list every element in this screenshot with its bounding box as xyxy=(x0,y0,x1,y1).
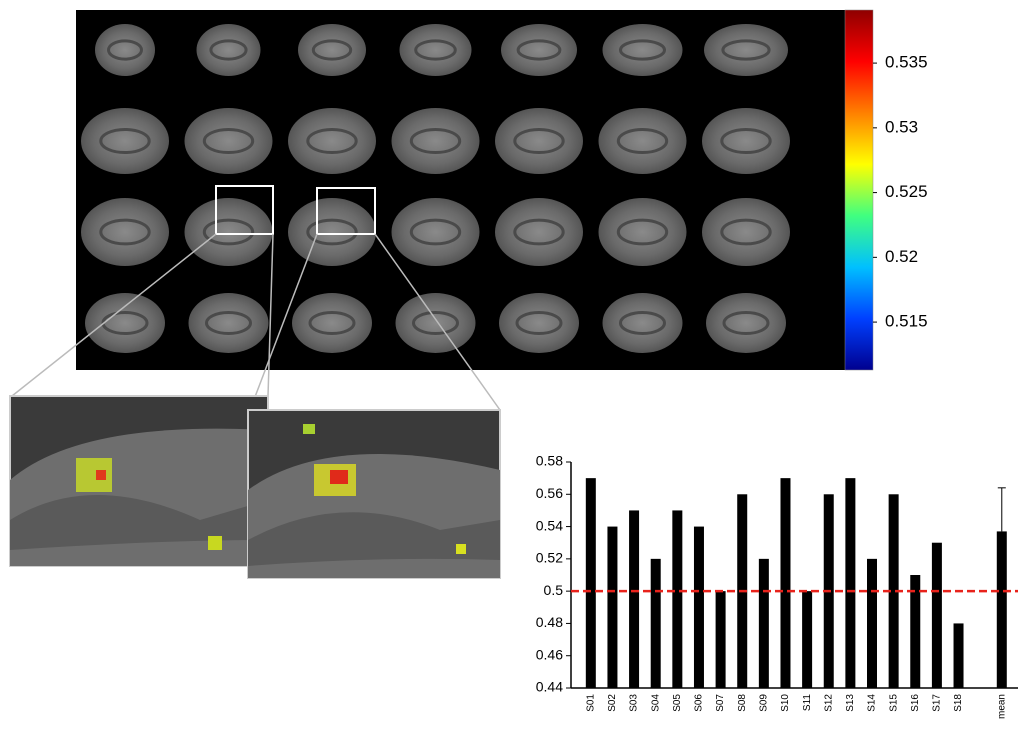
bar xyxy=(932,543,942,688)
x-tick-label: S10 xyxy=(780,694,791,712)
bar xyxy=(716,591,726,688)
bar xyxy=(802,591,812,688)
x-tick-label: S05 xyxy=(672,694,683,712)
y-tick-label: 0.48 xyxy=(536,614,563,630)
bar xyxy=(867,559,877,688)
brain-slice xyxy=(501,24,577,76)
brain-slice xyxy=(81,108,169,174)
brain-slice xyxy=(396,293,476,353)
bar xyxy=(997,531,1007,688)
brain-slice xyxy=(704,24,788,76)
zoom-inset xyxy=(248,410,500,578)
x-tick-label: S09 xyxy=(758,694,769,712)
brain-slice xyxy=(702,198,790,266)
x-tick-label: S16 xyxy=(910,694,921,712)
colorbar-tick-label: 0.53 xyxy=(885,117,918,136)
y-tick-label: 0.52 xyxy=(536,550,563,566)
brain-slice xyxy=(197,24,261,76)
colorbar xyxy=(845,10,873,370)
y-tick-label: 0.54 xyxy=(536,517,563,533)
colorbar-tick-label: 0.535 xyxy=(885,53,928,72)
y-tick-label: 0.58 xyxy=(536,453,563,469)
brain-slice xyxy=(95,24,155,76)
x-tick-label: S02 xyxy=(607,694,618,712)
brain-slice xyxy=(400,24,472,76)
bar xyxy=(780,478,790,688)
brain-slice xyxy=(603,24,683,76)
y-tick-label: 0.46 xyxy=(536,646,563,662)
x-tick-label: S17 xyxy=(932,694,943,712)
bar xyxy=(759,559,769,688)
x-tick-label: S15 xyxy=(888,694,899,712)
x-tick-label: S01 xyxy=(585,694,596,712)
bar xyxy=(629,510,639,688)
brain-slice xyxy=(706,293,786,353)
x-tick-label: S13 xyxy=(845,694,856,712)
x-tick-label: S04 xyxy=(650,694,661,712)
bar xyxy=(694,527,704,688)
brain-slice xyxy=(392,198,480,266)
brain-slice xyxy=(185,198,273,266)
colorbar-tick-label: 0.515 xyxy=(885,312,928,331)
x-tick-label: S14 xyxy=(867,694,878,712)
y-tick-label: 0.5 xyxy=(544,582,564,598)
brain-slice xyxy=(495,198,583,266)
brain-slice xyxy=(288,108,376,174)
brain-slice xyxy=(599,108,687,174)
brain-slice xyxy=(292,293,372,353)
x-tick-label: S08 xyxy=(737,694,748,712)
colorbar-tick-label: 0.525 xyxy=(885,182,928,201)
brain-slice xyxy=(702,108,790,174)
brain-slice xyxy=(392,108,480,174)
bar xyxy=(586,478,596,688)
brain-slice xyxy=(499,293,579,353)
x-tick-label: mean xyxy=(996,694,1007,719)
y-tick-label: 0.44 xyxy=(536,679,563,695)
bar xyxy=(845,478,855,688)
brain-slice xyxy=(298,24,366,76)
bar xyxy=(672,510,682,688)
x-tick-label: S18 xyxy=(953,694,964,712)
colorbar-tick-label: 0.52 xyxy=(885,247,918,266)
brain-slice xyxy=(185,108,273,174)
zoom-inset xyxy=(10,396,268,566)
brain-slice xyxy=(81,198,169,266)
figure: 0.515 0.52 0.525 0.53 0.535 0.44 0.46 0.48 0.5 0.… xyxy=(0,0,1020,733)
x-tick-label: S06 xyxy=(694,694,705,712)
brain-slice xyxy=(599,198,687,266)
bar xyxy=(651,559,661,688)
brain-slice xyxy=(495,108,583,174)
x-tick-label: S07 xyxy=(715,694,726,712)
y-tick-label: 0.56 xyxy=(536,485,563,501)
bar xyxy=(607,527,617,688)
x-tick-label: S11 xyxy=(802,694,813,711)
brain-slice xyxy=(85,293,165,353)
brain-slice xyxy=(189,293,269,353)
brain-slice xyxy=(288,198,376,266)
x-tick-label: S03 xyxy=(629,694,640,712)
brain-slice xyxy=(603,293,683,353)
bar xyxy=(954,623,964,688)
x-tick-label: S12 xyxy=(823,694,834,712)
